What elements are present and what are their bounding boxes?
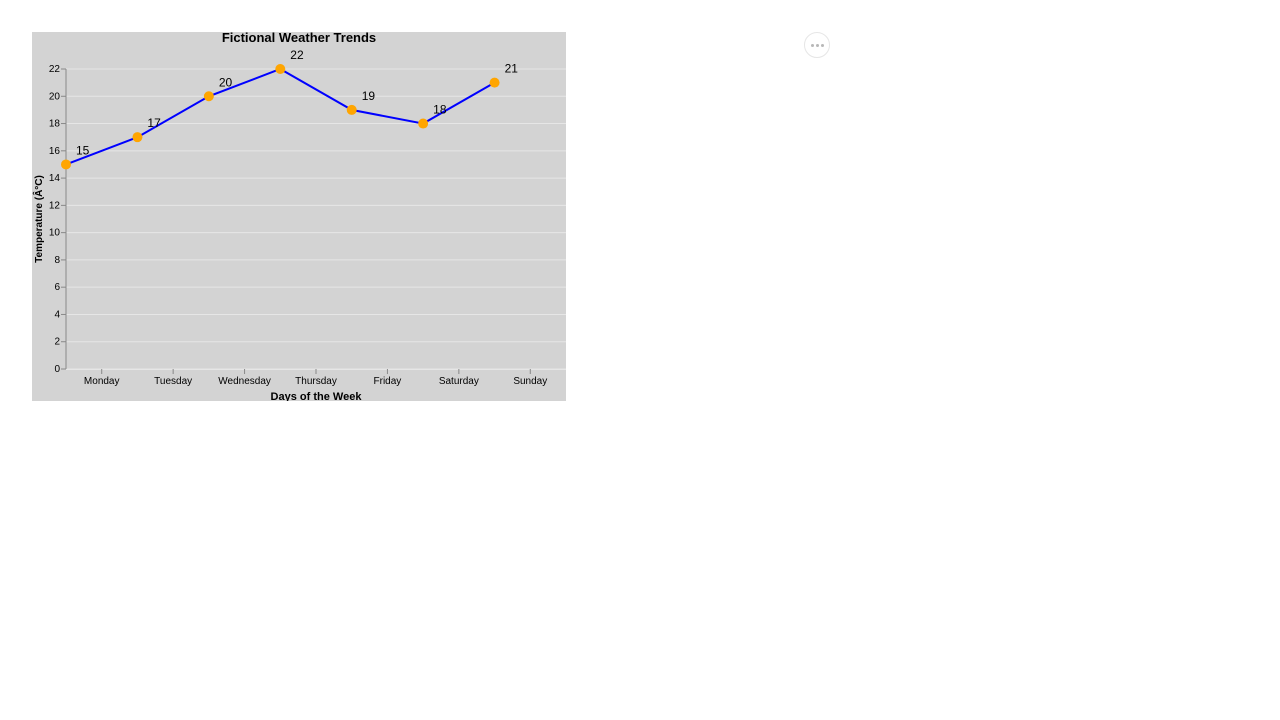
data-label: 20 [219,75,233,89]
x-axis-title: Days of the Week [271,391,363,401]
x-tick-label: Wednesday [218,376,271,387]
y-tick-label: 8 [54,255,60,266]
x-tick-label: Monday [84,376,120,387]
y-tick-label: 12 [49,200,61,211]
axes: 0 2 4 6 8 10 12 14 16 18 20 22 Monday Tuesday Wednesda… [49,64,566,387]
data-point [275,64,286,74]
series-line [65,67,496,166]
data-point [203,91,214,102]
data-label: 17 [147,116,161,130]
y-tick-label: 14 [49,173,61,184]
y-tick-label: 4 [54,309,60,320]
gridlines [66,68,566,370]
ellipsis-icon [815,43,819,47]
more-options-button[interactable] [804,32,830,58]
y-tick-label: 10 [49,228,61,239]
y-tick-label: 2 [54,337,60,348]
data-point [61,159,71,170]
y-tick-label: 6 [54,282,60,293]
y-tick-label: 22 [49,64,61,75]
y-tick-label: 16 [49,146,61,157]
x-tick-label: Tuesday [154,376,192,387]
data-label: 22 [290,48,304,62]
y-tick-label: 0 [54,364,60,375]
y-tick-label: 20 [49,91,61,102]
data-label: 18 [433,103,447,117]
y-axis-title: Temperature (Â°C) [32,175,45,263]
chart-title: Fictional Weather Trends [222,32,376,45]
chart-panel: Fictional Weather Trends 0 2 4 6 8 10 12 14 16 18… [32,32,566,401]
x-tick-label: Thursday [295,376,337,387]
data-label: 19 [362,89,376,103]
series-temperature: 15 17 20 22 19 18 21 [61,48,519,170]
x-tick-label: Friday [374,376,402,387]
data-point [489,77,500,88]
data-point [418,118,429,129]
ellipsis-icon [820,43,824,47]
y-tick-label: 18 [49,119,61,130]
data-label: 15 [76,143,90,157]
x-tick-label: Saturday [439,376,479,387]
ellipsis-icon [810,43,814,47]
data-point [346,104,357,115]
line-chart: Fictional Weather Trends 0 2 4 6 8 10 12 14 16 18… [32,32,566,401]
data-label: 21 [505,62,519,76]
data-point [132,132,143,143]
x-tick-label: Sunday [513,376,547,387]
